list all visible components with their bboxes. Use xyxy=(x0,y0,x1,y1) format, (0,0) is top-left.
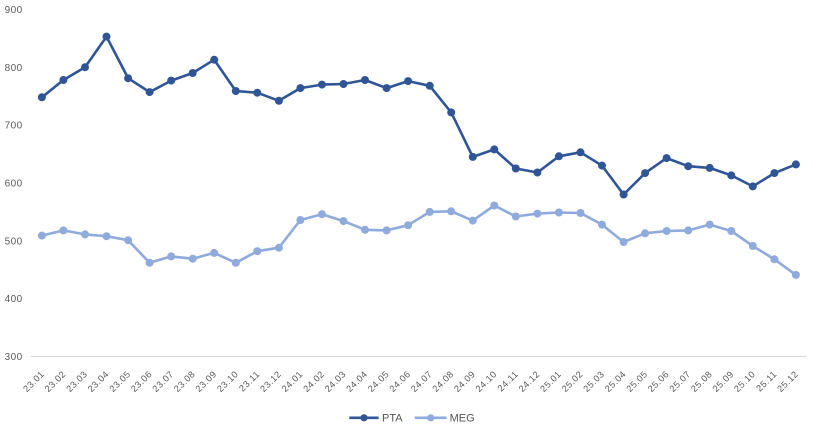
svg-text:400: 400 xyxy=(5,294,23,305)
svg-text:MEG: MEG xyxy=(450,413,475,425)
svg-text:500: 500 xyxy=(5,236,23,247)
svg-text:PTA: PTA xyxy=(382,413,403,425)
svg-text:700: 700 xyxy=(5,121,23,132)
svg-text:900: 900 xyxy=(5,5,23,16)
svg-text:800: 800 xyxy=(5,63,23,74)
svg-text:300: 300 xyxy=(5,352,23,363)
svg-text:600: 600 xyxy=(5,179,23,190)
